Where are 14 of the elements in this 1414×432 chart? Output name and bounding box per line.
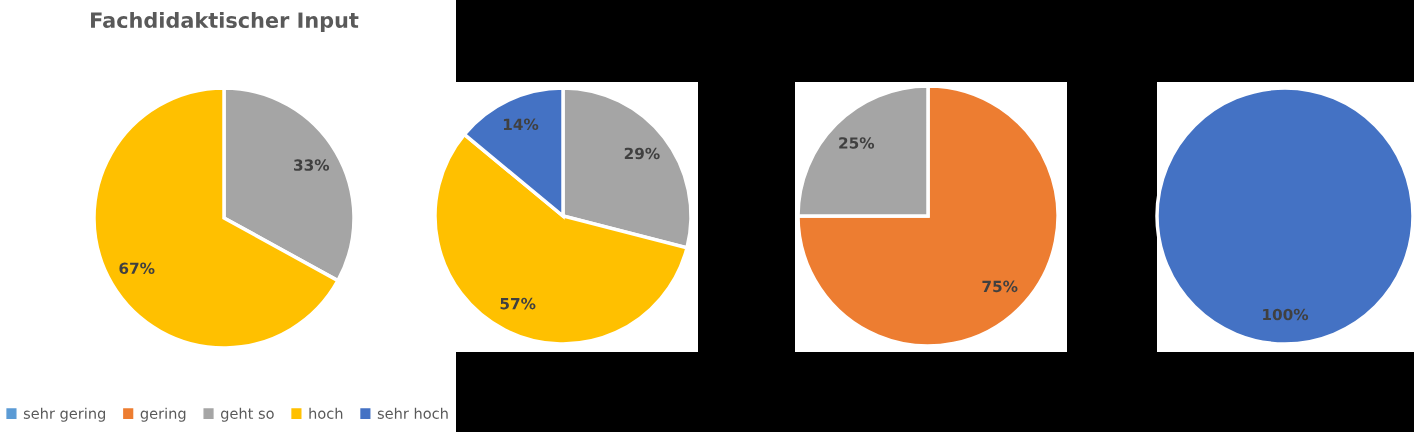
data-label: 29% (624, 147, 660, 160)
legend-label: sehr hoch (377, 407, 448, 419)
data-label: 100% (1263, 308, 1309, 321)
chart-title: Fachdidaktischer Input (91, 11, 359, 33)
data-label: 14% (503, 118, 539, 131)
data-label: 57% (500, 297, 536, 310)
data-label: 75% (982, 280, 1018, 293)
legend-label: gering (140, 407, 186, 422)
legend-label: sehr gering (23, 407, 106, 422)
legend-label: geht so (221, 407, 274, 422)
legend-label: hoch (309, 407, 343, 419)
data-label: 33% (294, 159, 330, 171)
data-label: 25% (839, 137, 875, 149)
data-label: 67% (119, 262, 155, 275)
